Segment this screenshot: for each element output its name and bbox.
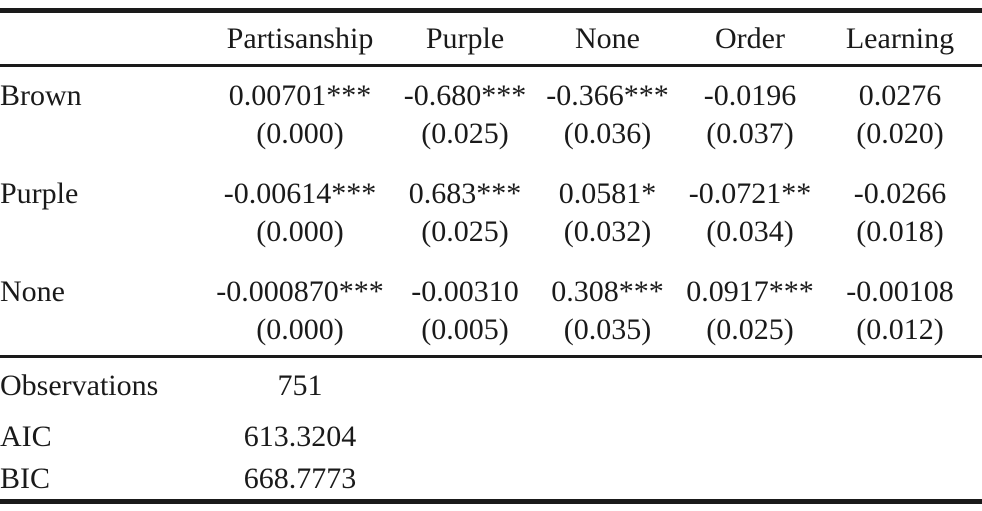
stat-row-bic: BIC 668.7773 xyxy=(0,459,982,504)
coef-cell: 0.0581* xyxy=(558,177,657,210)
stat-value: 613.3204 xyxy=(243,419,357,453)
se-cell: (0.025) xyxy=(706,313,794,346)
coef-cell: -0.0196 xyxy=(703,79,797,112)
column-header-learning: Learning xyxy=(830,8,970,67)
stat-label: BIC xyxy=(0,459,215,504)
row-label: Purple xyxy=(0,177,79,210)
column-header-order: Order xyxy=(670,8,830,67)
table-row-brown-coef: Brown 0.00701*** -0.680*** -0.366*** -0.… xyxy=(0,77,982,115)
stat-value: 751 xyxy=(277,369,323,402)
coef-cell: -0.0721** xyxy=(688,177,812,210)
coef-cell: -0.000870*** xyxy=(216,275,384,308)
se-cell: (0.020) xyxy=(856,117,944,150)
table-row-none-coef: None -0.000870*** -0.00310 0.308*** 0.09… xyxy=(0,273,982,311)
coef-cell: -0.00108 xyxy=(846,275,954,308)
se-cell: (0.005) xyxy=(421,313,509,346)
stat-row-observations: Observations 751 xyxy=(0,357,982,415)
coef-cell: 0.0917*** xyxy=(686,275,814,308)
se-cell: (0.018) xyxy=(856,215,944,248)
row-label-empty xyxy=(0,115,215,153)
table-row-purple-coef: Purple -0.00614*** 0.683*** 0.0581* -0.0… xyxy=(0,175,982,213)
filler-cell xyxy=(970,175,982,213)
mid-rule xyxy=(0,349,982,358)
column-header-partisanship: Partisanship xyxy=(215,8,385,67)
stat-label: Observations xyxy=(0,369,159,402)
stat-value: 668.7773 xyxy=(215,459,385,504)
row-label-empty xyxy=(0,213,215,251)
se-cell: (0.035) xyxy=(563,313,652,346)
row-label-empty xyxy=(0,311,215,349)
spacer-row xyxy=(0,66,982,78)
se-cell: (0.037) xyxy=(706,117,794,150)
se-cell: (0.000) xyxy=(256,117,344,150)
table-row-none-se: (0.000) (0.005) (0.035) (0.025) (0.012) xyxy=(0,311,982,349)
se-cell: (0.034) xyxy=(706,215,794,248)
coef-cell: -0.00310 xyxy=(411,275,519,308)
filler-cell xyxy=(970,311,982,349)
header-empty-cell xyxy=(0,8,215,67)
coef-cell: -0.680*** xyxy=(403,79,527,112)
stat-label: AIC xyxy=(0,419,52,453)
spacer-row xyxy=(0,153,982,175)
table-row-brown-se: (0.000) (0.025) (0.036) (0.037) (0.020) xyxy=(0,115,982,153)
coef-cell: 0.683*** xyxy=(408,177,522,210)
coef-cell: -0.366*** xyxy=(546,79,669,112)
se-cell: (0.032) xyxy=(563,215,652,248)
row-label: Brown xyxy=(0,79,82,112)
coef-cell: 0.308*** xyxy=(551,275,664,308)
filler-cell xyxy=(970,77,982,115)
se-cell: (0.000) xyxy=(256,215,344,248)
regression-table: Partisanship Purple None Order Learning … xyxy=(0,8,982,504)
coef-cell: 0.00701*** xyxy=(228,79,372,112)
coef-cell: -0.00614*** xyxy=(223,177,377,210)
column-header-purple: Purple xyxy=(385,8,545,67)
spacer-row xyxy=(0,251,982,273)
column-header-none: None xyxy=(545,8,670,67)
row-label: None xyxy=(0,275,65,308)
se-cell: (0.025) xyxy=(421,215,509,248)
header-row: Partisanship Purple None Order Learning xyxy=(0,8,982,67)
se-cell: (0.012) xyxy=(856,313,944,346)
coef-cell: -0.0266 xyxy=(853,177,947,210)
table-row-purple-se: (0.000) (0.025) (0.032) (0.034) (0.018) xyxy=(0,213,982,251)
se-cell: (0.036) xyxy=(563,117,652,150)
filler-cell xyxy=(970,414,982,459)
filler-cell xyxy=(970,273,982,311)
filler-cell xyxy=(970,459,982,504)
stat-row-aic: AIC 613.3204 xyxy=(0,414,982,459)
filler-cell xyxy=(970,357,982,415)
se-cell: (0.025) xyxy=(421,117,509,150)
coef-cell: 0.0276 xyxy=(858,79,942,112)
filler-cell xyxy=(970,115,982,153)
filler-cell xyxy=(970,213,982,251)
header-filler-cell xyxy=(970,8,982,67)
se-cell: (0.000) xyxy=(256,313,344,346)
